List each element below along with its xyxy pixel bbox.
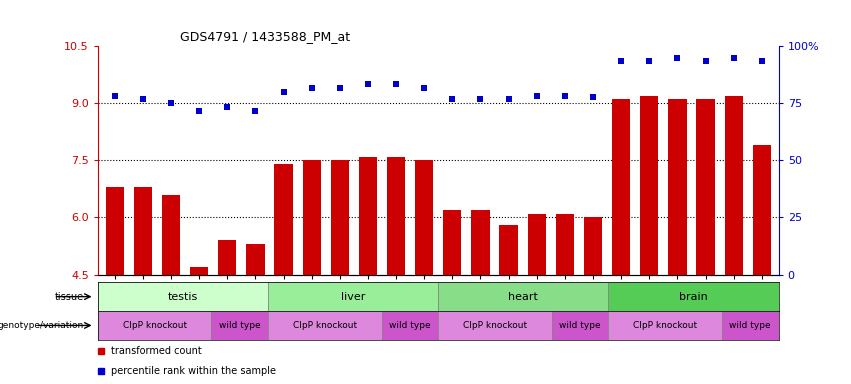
Point <box>727 55 740 61</box>
Bar <box>556 214 574 275</box>
Bar <box>584 217 603 275</box>
Bar <box>98 311 211 340</box>
Bar <box>211 311 268 340</box>
Bar <box>438 282 608 311</box>
Point <box>614 58 628 65</box>
Text: ClpP knockout: ClpP knockout <box>463 321 527 330</box>
Text: ClpP knockout: ClpP knockout <box>633 321 697 330</box>
Point <box>305 85 318 91</box>
Bar <box>696 99 715 275</box>
Bar <box>268 282 438 311</box>
Bar <box>218 240 237 275</box>
Bar <box>443 210 461 275</box>
Text: tissue: tissue <box>55 291 84 302</box>
Point <box>277 89 290 95</box>
Bar <box>724 96 743 275</box>
Bar <box>438 311 551 340</box>
Bar <box>608 311 722 340</box>
Bar <box>668 99 687 275</box>
Bar <box>246 244 265 275</box>
Text: testis: testis <box>168 291 198 302</box>
Bar <box>612 99 631 275</box>
Point <box>530 93 544 99</box>
Text: brain: brain <box>679 291 708 302</box>
Text: GDS4791 / 1433588_PM_at: GDS4791 / 1433588_PM_at <box>180 30 350 43</box>
Bar <box>190 267 208 275</box>
Point <box>389 81 403 87</box>
Bar <box>302 161 321 275</box>
Bar <box>98 282 268 311</box>
Bar <box>387 157 405 275</box>
Text: wild type: wild type <box>729 321 771 330</box>
Bar <box>359 157 377 275</box>
Point <box>558 93 572 99</box>
Point <box>136 96 150 103</box>
Point <box>446 96 460 103</box>
Text: wild type: wild type <box>389 321 431 330</box>
Point <box>502 96 516 103</box>
Point <box>333 85 346 91</box>
Bar <box>274 164 293 275</box>
Bar <box>500 225 517 275</box>
Bar <box>608 282 779 311</box>
Point <box>220 104 234 110</box>
Point <box>643 58 656 65</box>
Point <box>164 100 178 106</box>
Bar <box>752 145 771 275</box>
Point <box>361 81 374 87</box>
Text: transformed count: transformed count <box>111 346 203 356</box>
Bar <box>722 311 779 340</box>
Point <box>586 94 600 101</box>
Bar <box>381 311 438 340</box>
Point <box>417 85 431 91</box>
Point <box>671 55 684 61</box>
Text: wild type: wild type <box>219 321 260 330</box>
Text: ClpP knockout: ClpP knockout <box>293 321 357 330</box>
Bar <box>471 210 489 275</box>
Bar <box>331 161 349 275</box>
Bar <box>162 195 180 275</box>
Bar <box>106 187 124 275</box>
Point <box>192 108 206 114</box>
Text: heart: heart <box>508 291 539 302</box>
Text: ClpP knockout: ClpP knockout <box>123 321 186 330</box>
Bar <box>415 161 433 275</box>
Bar <box>528 214 545 275</box>
Text: percentile rank within the sample: percentile rank within the sample <box>111 366 277 376</box>
Text: liver: liver <box>341 291 365 302</box>
Point <box>699 58 712 65</box>
Text: wild type: wild type <box>559 321 601 330</box>
Point <box>108 93 122 99</box>
Bar <box>268 311 381 340</box>
Bar <box>134 187 152 275</box>
Point <box>474 96 488 103</box>
Point <box>755 58 768 65</box>
Text: genotype/variation: genotype/variation <box>0 321 84 330</box>
Bar <box>551 311 608 340</box>
Bar <box>640 96 659 275</box>
Point <box>248 108 262 114</box>
